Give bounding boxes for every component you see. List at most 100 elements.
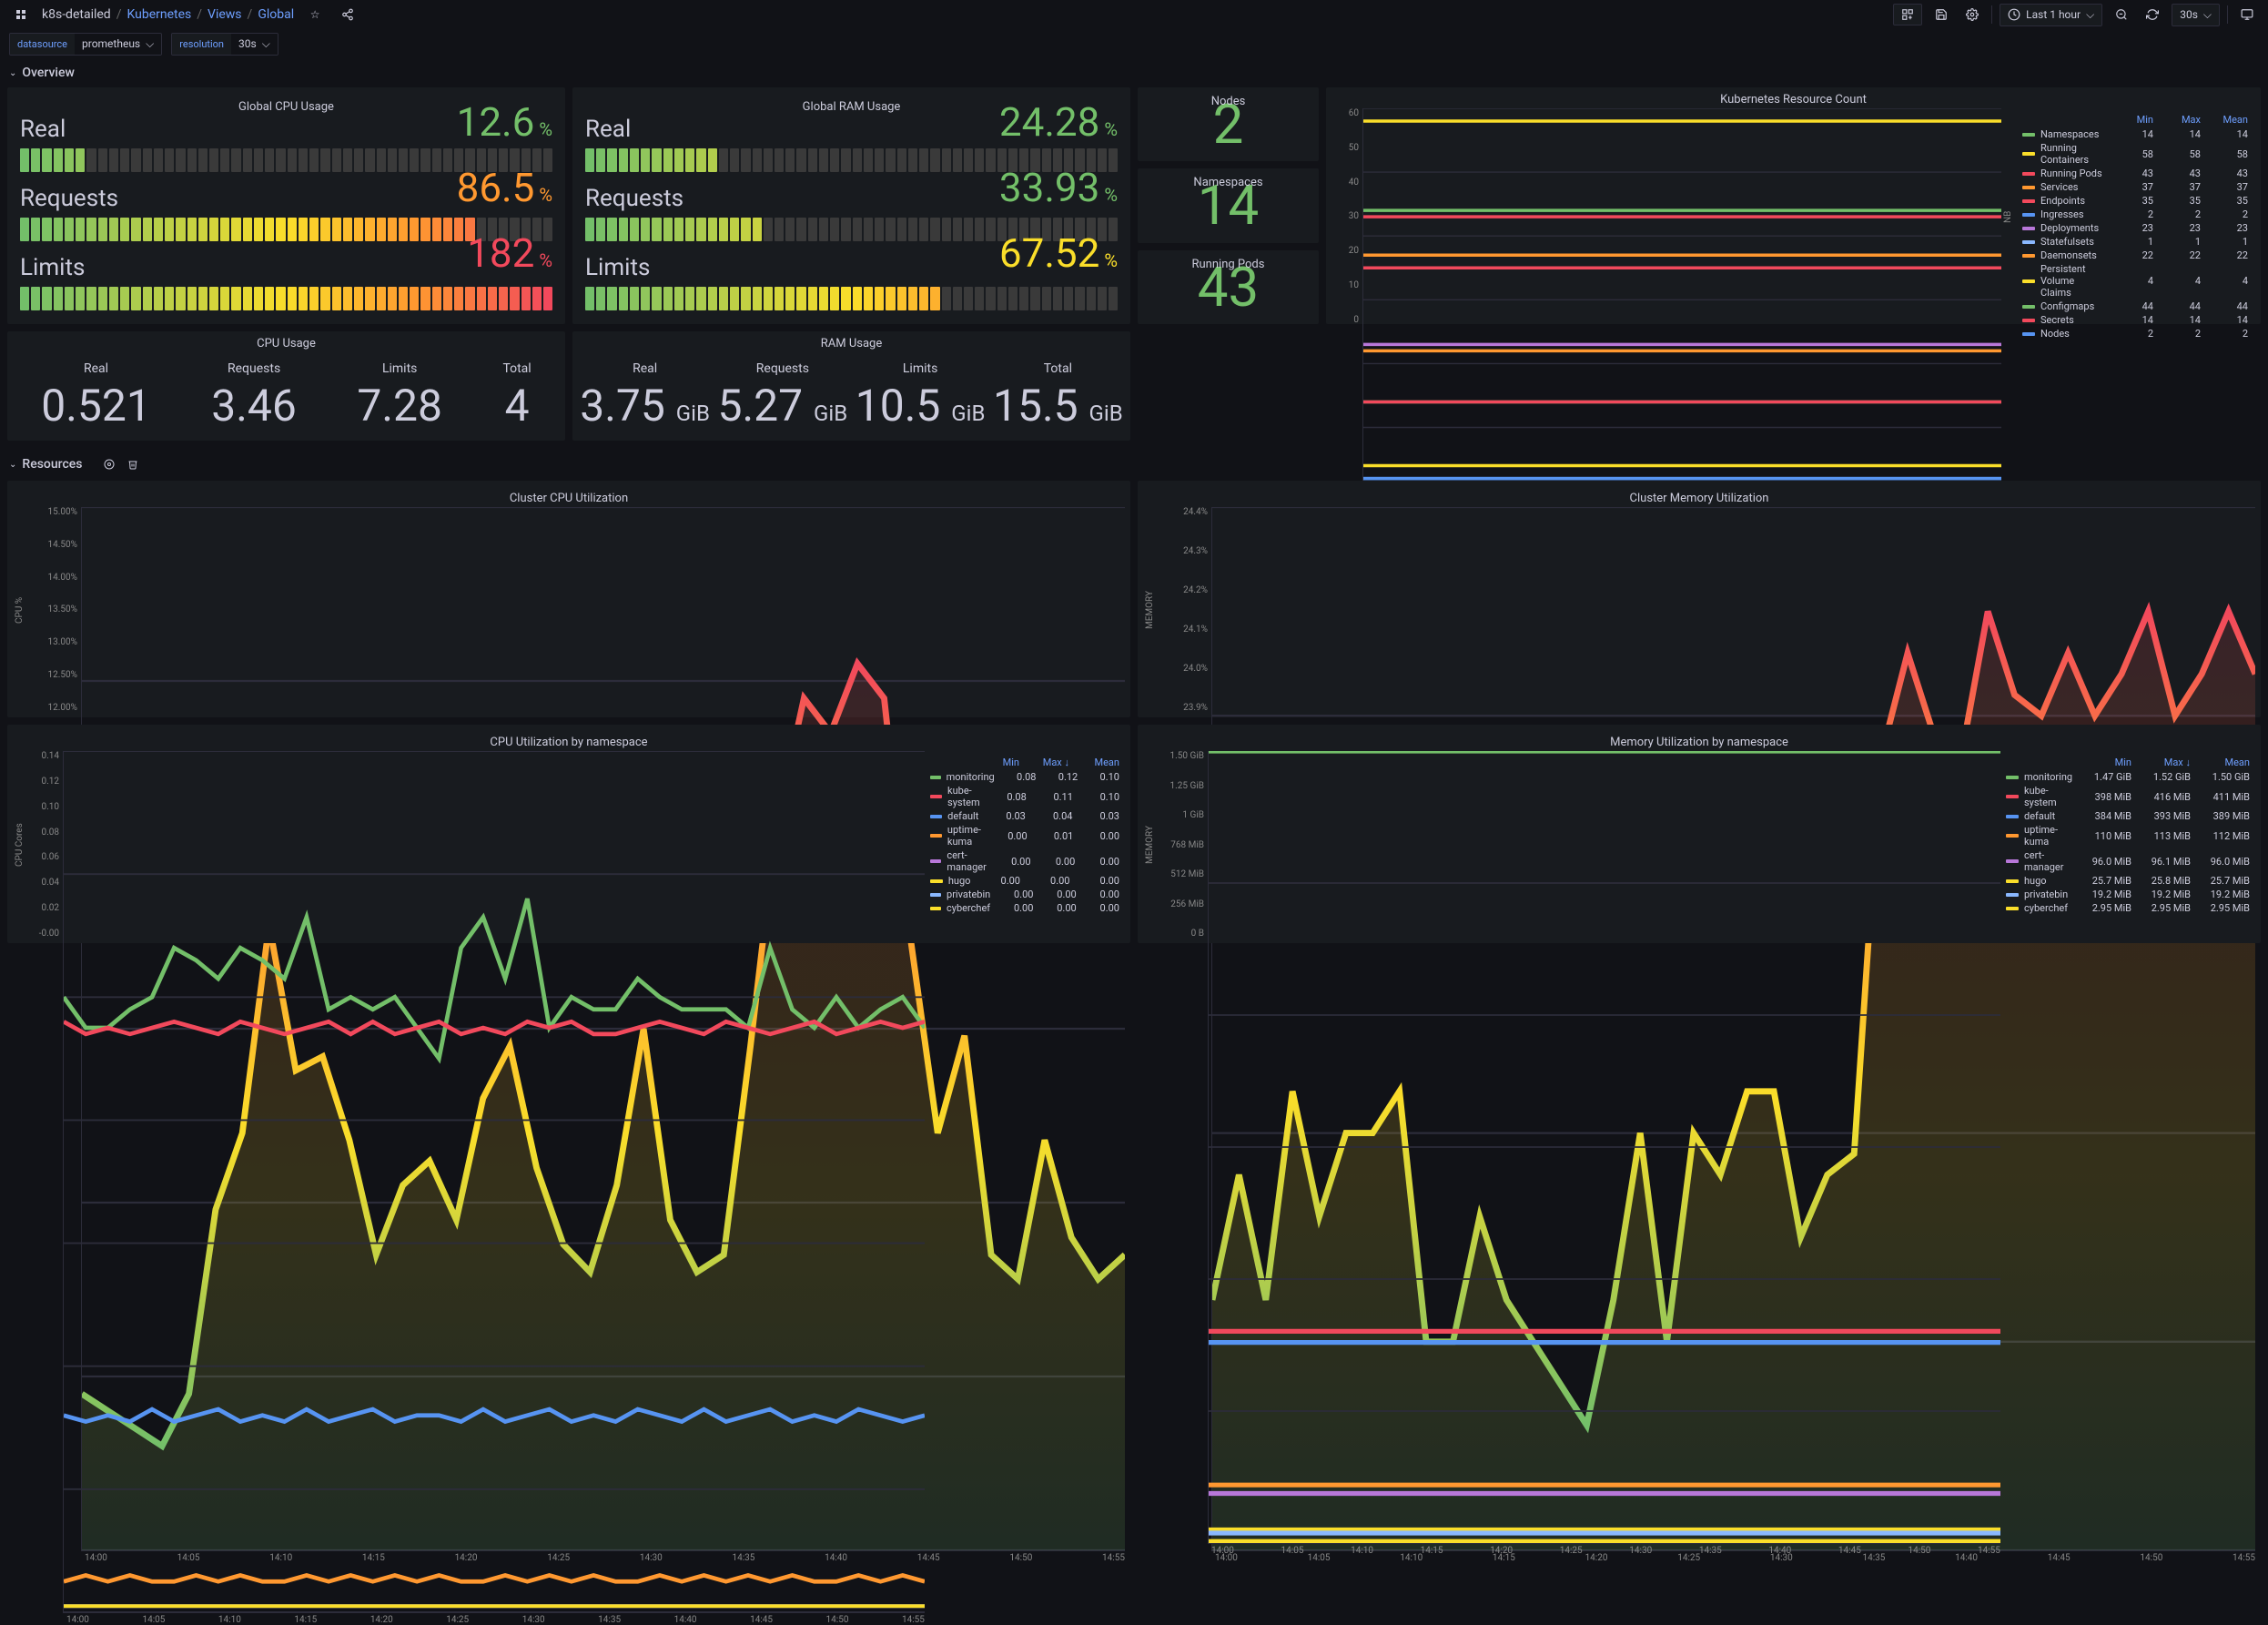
- panel-global-cpu[interactable]: Global CPU Usage RealRequestsLimits 12.6…: [7, 87, 565, 324]
- panel-running-pods[interactable]: Running Pods 43: [1138, 250, 1319, 324]
- y-axis-title: CPU Cores: [13, 751, 26, 939]
- stat-cpu-total: 4: [502, 380, 531, 432]
- panel-cluster-cpu[interactable]: Cluster CPU Utilization CPU % 15.00%14.5…: [7, 481, 1130, 717]
- variable-row: datasource prometheus⌵ resolution 30s⌵: [0, 29, 2268, 58]
- legend-row[interactable]: Endpoints353535: [2019, 194, 2252, 208]
- var-datasource[interactable]: datasource prometheus⌵: [9, 33, 162, 56]
- legend-row[interactable]: Secrets141414: [2019, 313, 2252, 327]
- panel-title: Memory Utilization by namespace: [1143, 730, 2255, 751]
- legend-row[interactable]: Statefulsets111: [2019, 235, 2252, 249]
- save-icon[interactable]: [1929, 3, 1953, 26]
- legend-row[interactable]: Persistent Volume Claims444: [2019, 262, 2252, 300]
- legend-row[interactable]: cyberchef2.95 MiB2.95 MiB2.95 MiB: [2006, 901, 2250, 915]
- legend-row[interactable]: monitoring0.080.120.10: [930, 770, 1119, 784]
- legend-row[interactable]: Deployments232323: [2019, 221, 2252, 235]
- legend-row[interactable]: Services373737: [2019, 180, 2252, 194]
- legend-row[interactable]: Running Containers585858: [2019, 141, 2252, 167]
- panel-title: CPU Usage: [7, 331, 565, 352]
- gauge-value: 24.28 %: [999, 98, 1118, 146]
- gauge-value: 67.52 %: [999, 229, 1118, 277]
- legend-row[interactable]: uptime-kuma110 MiB113 MiB112 MiB: [2006, 823, 2250, 848]
- legend-row[interactable]: hugo0.000.000.00: [930, 874, 1119, 888]
- time-range-label: Last 1 hour: [2026, 8, 2081, 21]
- stat-ram-requests: 5.27: [718, 380, 804, 432]
- panel-global-ram[interactable]: Global RAM Usage RealRequestsLimits 24.2…: [572, 87, 1130, 324]
- legend-row[interactable]: privatebin19.2 MiB19.2 MiB19.2 MiB: [2006, 888, 2250, 901]
- gauge-value: 33.93 %: [999, 164, 1118, 211]
- y-axis-title: NB: [2001, 108, 2015, 325]
- stat-ram-total: 15.5: [993, 380, 1078, 432]
- y-axis-title: MEMORY: [1143, 751, 1157, 939]
- star-icon[interactable]: ☆: [303, 3, 327, 26]
- settings-icon[interactable]: [100, 455, 118, 473]
- panel-title: RAM Usage: [572, 331, 1130, 352]
- chevron-down-icon: ⌄: [9, 68, 16, 78]
- gauge-value: 86.5 %: [457, 164, 552, 211]
- legend-row[interactable]: Running Pods434343: [2019, 167, 2252, 180]
- panel-cpu-usage[interactable]: CPU Usage Real0.521 Requests3.46 Limits7…: [7, 331, 565, 441]
- legend-row[interactable]: hugo25.7 MiB25.8 MiB25.7 MiB: [2006, 874, 2250, 888]
- gauge-bar: [20, 287, 552, 310]
- panel-ram-usage[interactable]: RAM Usage Real3.75 GiB Requests5.27 GiB …: [572, 331, 1130, 441]
- chevron-down-icon: ⌵: [146, 37, 154, 51]
- panel-cpu-by-namespace[interactable]: CPU Utilization by namespace CPU Cores 0…: [7, 725, 1130, 943]
- section-overview-toggle[interactable]: ⌄ Overview: [0, 58, 2268, 87]
- legend-row[interactable]: cert-manager0.000.000.00: [930, 848, 1119, 874]
- refresh-interval-picker[interactable]: 30s ⌵: [2172, 4, 2220, 26]
- section-resources-label: Resources: [22, 457, 82, 472]
- panel-title: CPU Utilization by namespace: [13, 730, 1125, 751]
- legend-row[interactable]: Ingresses222: [2019, 208, 2252, 221]
- legend-row[interactable]: Nodes222: [2019, 327, 2252, 340]
- legend-table: MinMax ↓Meanmonitoring0.080.120.10kube-s…: [925, 751, 1125, 939]
- tv-mode-icon[interactable]: [2235, 3, 2259, 26]
- stat-cpu-real: 0.521: [41, 380, 151, 432]
- legend-row[interactable]: cyberchef0.000.000.00: [930, 901, 1119, 915]
- legend-row[interactable]: kube-system398 MiB416 MiB411 MiB: [2006, 784, 2250, 809]
- share-icon[interactable]: [336, 3, 359, 26]
- breadcrumb-part-1[interactable]: Views: [208, 7, 242, 22]
- breadcrumb-dashboard[interactable]: k8s-detailed: [42, 7, 111, 22]
- refresh-icon[interactable]: [2141, 3, 2164, 26]
- legend-table: MinMax ↓Meanmonitoring1.47 GiB1.52 GiB1.…: [2000, 751, 2255, 939]
- refresh-interval-label: 30s: [2180, 8, 2198, 21]
- panel-memory-by-namespace[interactable]: Memory Utilization by namespace MEMORY 1…: [1138, 725, 2261, 943]
- time-range-picker[interactable]: Last 1 hour ⌵: [2000, 4, 2102, 26]
- page-header: k8s-detailed / Kubernetes / Views / Glob…: [0, 0, 2268, 29]
- panel-namespaces[interactable]: Namespaces 14: [1138, 168, 1319, 242]
- legend-row[interactable]: monitoring1.47 GiB1.52 GiB1.50 GiB: [2006, 770, 2250, 784]
- gauge-value: 12.6 %: [457, 98, 552, 146]
- breadcrumb-part-2[interactable]: Global: [258, 7, 294, 22]
- legend-table: MinMaxMeanNamespaces141414Running Contai…: [2015, 108, 2261, 325]
- panel-title: Nodes: [1138, 89, 1319, 110]
- legend-row[interactable]: default0.030.040.03: [930, 809, 1119, 823]
- legend-row[interactable]: kube-system0.080.110.10: [930, 784, 1119, 809]
- trash-icon[interactable]: [124, 455, 142, 473]
- legend-row[interactable]: uptime-kuma0.000.010.00: [930, 823, 1119, 848]
- legend-row[interactable]: default384 MiB393 MiB389 MiB: [2006, 809, 2250, 823]
- panel-cluster-memory[interactable]: Cluster Memory Utilization MEMORY 24.4%2…: [1138, 481, 2261, 717]
- stat-cpu-limits: 7.28: [357, 380, 442, 432]
- var-resolution-label: resolution: [172, 34, 231, 55]
- settings-icon[interactable]: [1960, 3, 1984, 26]
- panel-nodes[interactable]: Nodes 2: [1138, 87, 1319, 161]
- chevron-down-icon: ⌵: [2203, 8, 2212, 22]
- gauge-bar: [585, 287, 1118, 310]
- add-panel-button[interactable]: [1893, 4, 1922, 25]
- section-overview-label: Overview: [22, 66, 74, 80]
- zoom-out-icon[interactable]: [2110, 3, 2133, 26]
- chevron-down-icon: ⌵: [2086, 8, 2094, 22]
- breadcrumb-part-0[interactable]: Kubernetes: [127, 7, 191, 22]
- legend-row[interactable]: Configmaps444444: [2019, 300, 2252, 313]
- legend-row[interactable]: Namespaces141414: [2019, 127, 2252, 141]
- legend-row[interactable]: cert-manager96.0 MiB96.1 MiB96.0 MiB: [2006, 848, 2250, 874]
- panel-title: Kubernetes Resource Count: [1326, 87, 2261, 108]
- var-datasource-label: datasource: [10, 34, 75, 55]
- chevron-down-icon: ⌄: [9, 460, 16, 470]
- var-resolution[interactable]: resolution 30s⌵: [171, 33, 278, 56]
- panel-title: Cluster CPU Utilization: [13, 486, 1125, 507]
- legend-row[interactable]: Daemonsets222222: [2019, 249, 2252, 262]
- apps-icon[interactable]: [9, 3, 33, 26]
- panel-resource-count[interactable]: Kubernetes Resource Count 6050403020100 …: [1326, 87, 2261, 324]
- panel-title: Cluster Memory Utilization: [1143, 486, 2255, 507]
- legend-row[interactable]: privatebin0.000.000.00: [930, 888, 1119, 901]
